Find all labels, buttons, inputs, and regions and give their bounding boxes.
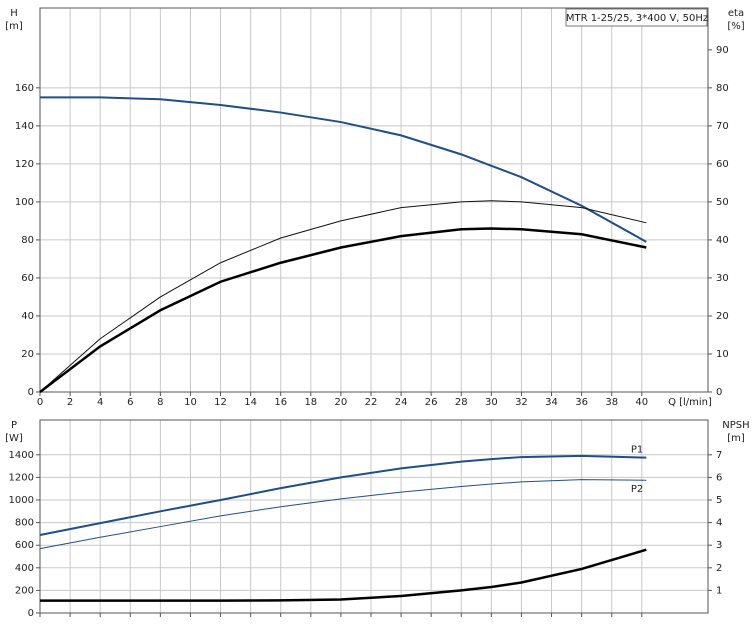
x-tick-label: 2 xyxy=(67,397,73,408)
y-tick-label: 400 xyxy=(15,563,34,574)
x-tick-label: 30 xyxy=(485,397,498,408)
series-line xyxy=(39,454,647,537)
y2-tick-label: 50 xyxy=(716,197,729,208)
y2-tick-label: 7 xyxy=(716,450,722,461)
y2-tick-label: 40 xyxy=(716,235,729,246)
y-tick-label: 20 xyxy=(21,349,34,360)
series-line xyxy=(39,227,647,393)
y2-tick-label: 20 xyxy=(716,311,729,322)
y-axis-unit: [m] xyxy=(5,21,23,32)
y-tick-label: 0 xyxy=(28,608,34,619)
plot-frame xyxy=(39,7,709,393)
x-tick-label: 22 xyxy=(365,397,378,408)
series-line xyxy=(39,479,647,550)
x-tick-label: 26 xyxy=(425,397,438,408)
y-tick-label: 1000 xyxy=(9,495,34,506)
y2-tick-label: 30 xyxy=(716,273,729,284)
y2-tick-label: 5 xyxy=(716,495,722,506)
legend-label: P2 xyxy=(631,484,643,495)
title-box xyxy=(565,8,708,27)
y2-tick-label: 70 xyxy=(716,121,729,132)
x-tick-label: 38 xyxy=(605,397,618,408)
legend-label: P1 xyxy=(631,445,643,456)
y2-tick-label: 2 xyxy=(716,563,722,574)
y2-tick-label: 4 xyxy=(716,518,722,529)
y2-tick-label: 10 xyxy=(716,349,729,360)
y2-tick-label: 3 xyxy=(716,540,722,551)
y2-tick-label: 90 xyxy=(716,45,729,56)
y-tick-label: 140 xyxy=(15,121,34,132)
y2-tick-label: 60 xyxy=(716,159,729,170)
x-tick-label: 24 xyxy=(395,397,408,408)
y-tick-label: 0 xyxy=(28,387,34,398)
x-tick-label: 36 xyxy=(575,397,588,408)
x-tick-label: 32 xyxy=(515,397,528,408)
series-line xyxy=(40,96,647,243)
y2-tick-label: 1 xyxy=(716,585,722,596)
x-tick-label: 6 xyxy=(127,397,133,408)
y-tick-label: 120 xyxy=(15,159,34,170)
x-tick-label: 28 xyxy=(455,397,468,408)
y-tick-label: 600 xyxy=(15,540,34,551)
y2-axis-label: NPSH xyxy=(722,420,749,431)
y-axis-label: P xyxy=(11,420,17,431)
y2-axis-unit: [m] xyxy=(727,433,745,444)
y-tick-label: 1200 xyxy=(9,472,34,483)
x-tick-label: 10 xyxy=(184,397,197,408)
x-tick-label: 14 xyxy=(244,397,257,408)
x-tick-label: 8 xyxy=(157,397,163,408)
x-axis-label: Q [l/min] xyxy=(668,397,712,408)
x-tick-label: 4 xyxy=(97,397,103,408)
y-tick-label: 60 xyxy=(21,273,34,284)
x-tick-label: 40 xyxy=(635,397,648,408)
y-tick-label: 800 xyxy=(15,518,34,529)
y2-tick-label: 80 xyxy=(716,83,729,94)
x-tick-label: 20 xyxy=(335,397,348,408)
series-line xyxy=(40,548,647,602)
y-tick-label: 40 xyxy=(21,311,34,322)
x-tick-label: 16 xyxy=(274,397,287,408)
y-tick-label: 1400 xyxy=(9,450,34,461)
x-tick-label: 34 xyxy=(545,397,558,408)
y-tick-label: 200 xyxy=(15,585,34,596)
plot-frame xyxy=(39,419,709,614)
y-axis-label: H xyxy=(10,8,18,19)
y-tick-label: 100 xyxy=(15,197,34,208)
x-tick-label: 18 xyxy=(304,397,317,408)
series-line xyxy=(39,200,647,393)
y2-axis-unit: [%] xyxy=(727,21,744,32)
y2-tick-label: 0 xyxy=(716,387,722,398)
y2-axis-label: eta xyxy=(728,8,744,19)
x-tick-label: 12 xyxy=(214,397,227,408)
y-tick-label: 80 xyxy=(21,235,34,246)
chart-title: MTR 1-25/25, 3*400 V, 50Hz xyxy=(566,13,708,24)
y-axis-unit: [W] xyxy=(5,433,23,444)
y2-tick-label: 6 xyxy=(716,472,722,483)
y-tick-label: 160 xyxy=(15,83,34,94)
x-tick-label: 0 xyxy=(37,397,43,408)
